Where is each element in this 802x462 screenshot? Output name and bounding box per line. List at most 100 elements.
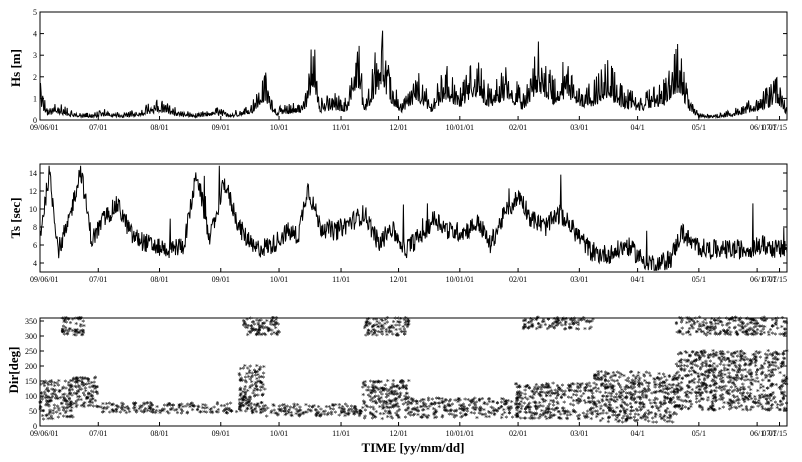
dir-point: * [742, 389, 746, 398]
dir-point: * [503, 398, 507, 407]
dir-point: * [152, 407, 156, 416]
dir-point: * [692, 321, 696, 330]
dir-point: * [618, 370, 622, 379]
dir-point: * [530, 414, 534, 423]
dir-point: * [375, 318, 379, 327]
dir-point: * [516, 390, 520, 399]
dir-point: * [69, 402, 73, 411]
dir-point: * [668, 415, 672, 424]
dir-point: * [462, 407, 466, 416]
dir-point: * [291, 404, 295, 413]
dir-point: * [389, 328, 393, 337]
dir-point: * [710, 399, 714, 408]
dir-point: * [535, 410, 539, 419]
dir-point: * [271, 322, 275, 331]
dir-point: * [396, 382, 400, 391]
dir-point: * [734, 314, 738, 323]
dir-point: * [571, 402, 575, 411]
dir-point: * [413, 411, 417, 420]
dir-point: * [575, 397, 579, 406]
dir-point: * [375, 321, 379, 330]
dir-point: * [693, 370, 697, 379]
dir-point: * [65, 404, 69, 413]
dir-point: * [541, 397, 545, 406]
dir-point: * [657, 407, 661, 416]
dir-point: * [401, 328, 405, 337]
dir-point: * [256, 368, 260, 377]
dir-point: * [495, 408, 499, 417]
dir-point: * [242, 403, 246, 412]
dir-point: * [771, 317, 775, 326]
dir-point: * [256, 371, 260, 380]
dir-ytick-label: 50 [29, 407, 37, 416]
dir-point: * [462, 407, 466, 416]
dir-point: * [65, 401, 69, 410]
dir-point: * [359, 410, 363, 419]
dir-point: * [75, 327, 79, 336]
dir-point: * [360, 408, 364, 417]
dir-point: * [722, 386, 726, 395]
dir-point: * [385, 399, 389, 408]
dir-point: * [699, 392, 703, 401]
dir-point: * [711, 376, 715, 385]
dir-point: * [652, 389, 656, 398]
dir-point: * [403, 393, 407, 402]
dir-point: * [526, 324, 530, 333]
dir-point: * [60, 400, 64, 409]
dir-point: * [753, 359, 757, 368]
dir-point: * [762, 314, 766, 323]
dir-point: * [676, 389, 680, 398]
dir-point: * [505, 400, 509, 409]
ts-xtick-label: 08/01 [150, 275, 168, 284]
dir-point: * [394, 402, 398, 411]
dir-point: * [61, 384, 65, 393]
dir-point: * [238, 377, 242, 386]
dir-point: * [683, 363, 687, 372]
dir-point: * [732, 368, 736, 377]
dir-point: * [515, 395, 519, 404]
dir-point: * [391, 402, 395, 411]
dir-point: * [711, 348, 715, 357]
dir-point: * [254, 384, 258, 393]
dir-point: * [698, 326, 702, 335]
dir-point: * [79, 315, 83, 324]
dir-point: * [688, 399, 692, 408]
dir-point: * [544, 413, 548, 422]
dir-point: * [774, 349, 778, 358]
dir-point: * [592, 395, 596, 404]
dir-point: * [461, 408, 465, 417]
dir-point: * [444, 397, 448, 406]
dir-point: * [711, 353, 715, 362]
dir-point: * [705, 326, 709, 335]
dir-point: * [418, 398, 422, 407]
dir-point: * [258, 379, 262, 388]
dir-point: * [654, 411, 658, 420]
dir-point: * [260, 399, 264, 408]
dir-point: * [639, 415, 643, 424]
dir-ytick-label: 150 [25, 377, 37, 386]
dir-point: * [530, 323, 534, 332]
dir-point: * [719, 328, 723, 337]
dir-point: * [64, 319, 68, 328]
dir-point: * [619, 395, 623, 404]
dir-point: * [384, 329, 388, 338]
dir-point: * [638, 381, 642, 390]
dir-point: * [363, 322, 367, 331]
dir-point: * [739, 356, 743, 365]
dir-point: * [545, 384, 549, 393]
dir-point: * [651, 415, 655, 424]
dir-point: * [515, 384, 519, 393]
dir-point: * [133, 404, 137, 413]
dir-point: * [38, 403, 42, 412]
dir-point: * [676, 351, 680, 360]
dir-point: * [695, 329, 699, 338]
dir-ytick-label: 300 [25, 332, 37, 341]
dir-point: * [507, 410, 511, 419]
dir-point: * [706, 372, 710, 381]
dir-point: * [46, 385, 50, 394]
dir-point: * [437, 400, 441, 409]
dir-point: * [448, 403, 452, 412]
dir-point: * [698, 323, 702, 332]
dir-point: * [39, 404, 43, 413]
dir-point: * [373, 387, 377, 396]
